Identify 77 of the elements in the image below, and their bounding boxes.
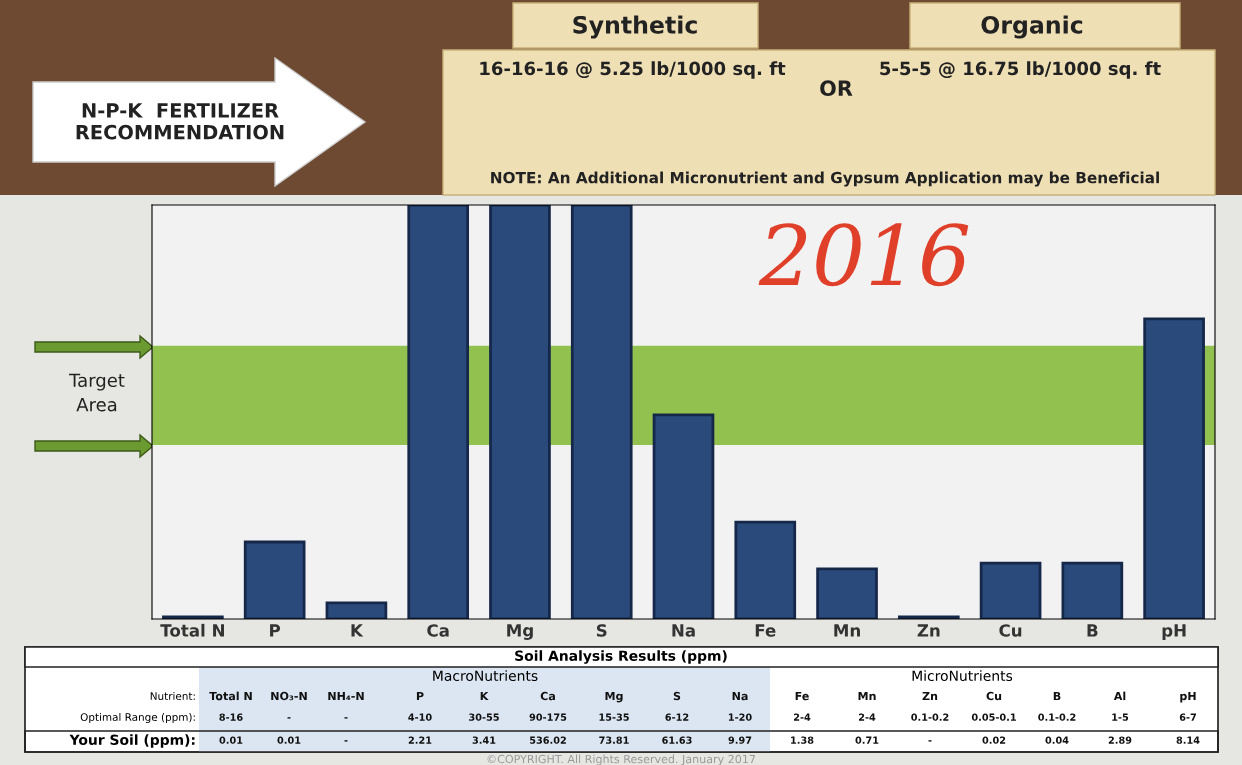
text: 0.01 xyxy=(277,736,301,744)
text: 16-16-16 @ 5.25 lb/1000 sq. ft xyxy=(480,61,786,79)
x-tick-label: Ca xyxy=(427,624,449,637)
text: 9.97 xyxy=(728,736,752,744)
text: Fe xyxy=(795,691,809,701)
text: 2.89 xyxy=(1108,736,1132,744)
x-tick-label: P xyxy=(270,624,281,637)
text: NH₄-N xyxy=(328,691,364,701)
text: 1.38 xyxy=(791,736,814,744)
x-tick-label: Total N xyxy=(160,623,224,637)
x-tick-label: Cu xyxy=(999,624,1022,637)
text: Nutrient: xyxy=(150,691,195,701)
text: NOTE: An Additional Micronutrient and Gypsum Application may be Beneficial xyxy=(491,171,1159,187)
text: MicroNutrients xyxy=(912,670,1013,682)
text: Target Area xyxy=(69,373,125,412)
text: 0.1-0.2 xyxy=(911,713,949,721)
text: - xyxy=(287,717,291,719)
text: Na xyxy=(732,691,748,701)
text: 0.01 xyxy=(219,736,243,744)
text: 1-20 xyxy=(728,713,752,721)
text: 8.14 xyxy=(1176,736,1200,744)
text: Optimal Range (ppm): xyxy=(80,712,195,724)
text: 5-5-5 @ 16.75 lb/1000 sq. ft xyxy=(880,61,1161,79)
text: 0.04 xyxy=(1045,736,1069,744)
text: NO₃-N xyxy=(271,691,307,701)
text: Synthetic xyxy=(573,15,697,39)
text: 61.63 xyxy=(662,736,692,744)
text: Total N xyxy=(209,691,252,701)
text: 15-35 xyxy=(599,713,629,721)
text: Al xyxy=(1113,691,1126,701)
x-tick-label: Zn xyxy=(917,624,940,637)
text: 2-4 xyxy=(858,713,876,721)
text: Organic xyxy=(981,15,1083,39)
text: - xyxy=(344,717,348,719)
text: 536.02 xyxy=(529,736,566,744)
x-tick-label: K xyxy=(351,624,364,637)
text: 90-175 xyxy=(529,713,567,721)
text: 3.41 xyxy=(472,736,496,744)
text: 30-55 xyxy=(469,713,499,721)
text: 0.1-0.2 xyxy=(1038,713,1076,721)
x-tick-label: Na xyxy=(672,624,695,637)
text: ©COPYRIGHT. All Rights Reserved. January 2017 xyxy=(487,754,756,765)
text: B xyxy=(1053,691,1061,701)
text: P xyxy=(416,691,424,701)
text: 6-7 xyxy=(1179,713,1197,721)
x-tick-label: Fe xyxy=(755,624,776,637)
text: 2.21 xyxy=(408,736,432,744)
text: 6-12 xyxy=(665,713,689,721)
text: Ca xyxy=(540,691,555,701)
text: Mg xyxy=(605,691,623,703)
text: Your Soil (ppm): xyxy=(69,734,195,748)
text: Mn xyxy=(858,691,876,701)
x-tick-label: pH xyxy=(1162,624,1186,640)
text: Cu xyxy=(986,691,1002,701)
text: 2-4 xyxy=(793,713,811,721)
x-tick-label: S xyxy=(596,624,607,637)
text: K xyxy=(480,691,489,701)
text: 0.02 xyxy=(982,736,1006,744)
text: - xyxy=(344,740,348,742)
text: 8-16 xyxy=(219,713,243,721)
text: 0.71 xyxy=(855,736,879,744)
chart-title: N-P-K FERTILIZER RECOMMENDATION xyxy=(76,103,284,140)
text: - xyxy=(928,740,932,742)
text: OR xyxy=(820,80,853,97)
text: 0.05-0.1 xyxy=(971,713,1016,721)
text: 4-10 xyxy=(408,713,432,721)
x-tick-label: Mn xyxy=(834,624,860,637)
text: S xyxy=(673,691,681,701)
text: MacroNutrients xyxy=(433,670,538,682)
annotation: 2016 xyxy=(758,223,969,287)
x-tick-label: B xyxy=(1087,624,1098,637)
text: pH xyxy=(1180,691,1196,703)
text: Soil Analysis Results (ppm) xyxy=(515,650,727,664)
x-tick-label: Mg xyxy=(507,624,533,640)
text: 1-5 xyxy=(1112,713,1129,721)
text: 73.81 xyxy=(599,736,629,744)
text: Zn xyxy=(922,691,938,701)
